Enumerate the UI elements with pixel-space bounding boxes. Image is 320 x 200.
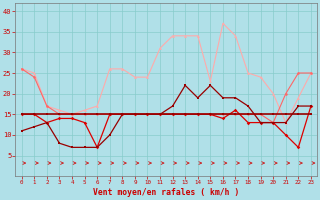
X-axis label: Vent moyen/en rafales ( km/h ): Vent moyen/en rafales ( km/h ) <box>93 188 239 197</box>
